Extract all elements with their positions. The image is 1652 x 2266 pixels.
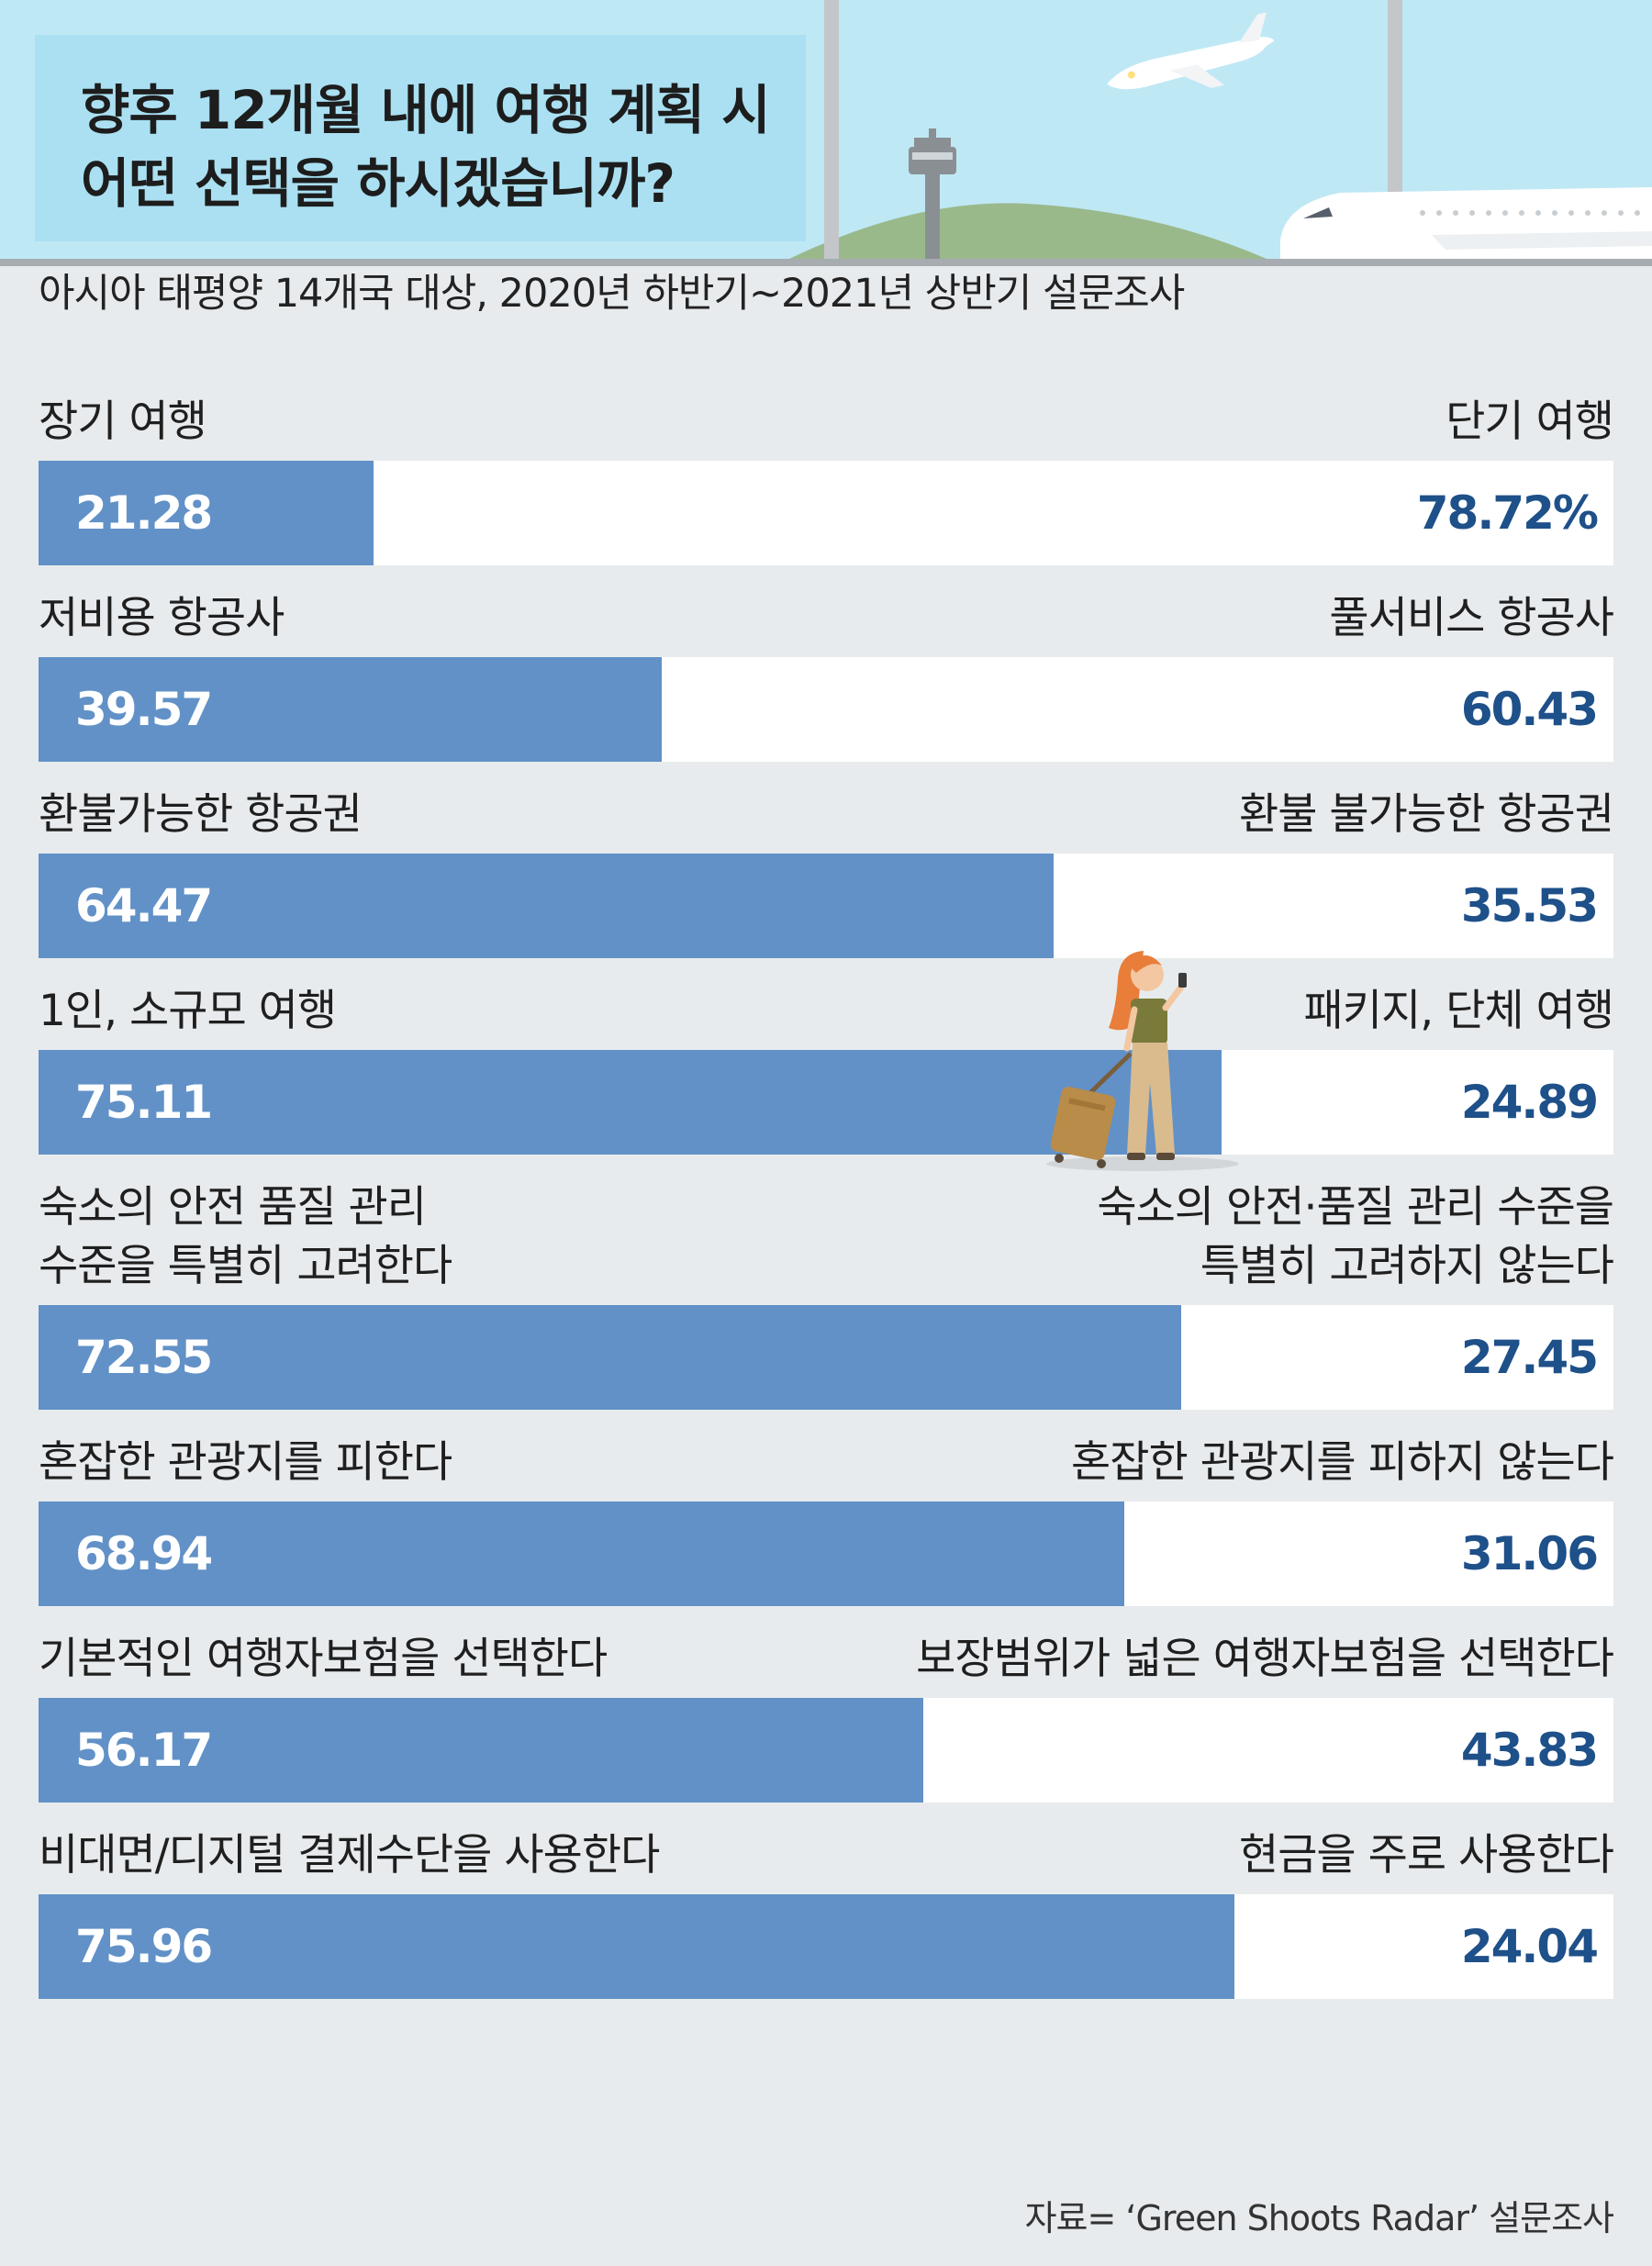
hill-shape	[789, 203, 1267, 259]
chart-subtitle: 아시아 태평양 14개국 대상, 2020년 하반기~2021년 상반기 설문조…	[39, 271, 1185, 317]
right-value-label: 78.72%	[1416, 486, 1599, 540]
left-category-label-line: 1인, 소규모 여행	[39, 986, 337, 1036]
right-value-label: 60.43	[1460, 683, 1599, 736]
left-value-label: 68.94	[75, 1527, 213, 1580]
window-mullion	[824, 0, 839, 259]
title-box: 향후 12개월 내에 여행 계획 시 어떤 선택을 하시겠습니까?	[35, 35, 806, 241]
left-category-label-line: 장기 여행	[39, 396, 207, 447]
title-line-2: 어떤 선택을 하시겠습니까?	[81, 152, 675, 215]
right-category-label: 단기 여행	[1446, 393, 1614, 452]
bar-track: 39.57 60.43	[39, 657, 1613, 762]
right-category-label-line: 혼잡한 관광지를 피하지 않는다	[1071, 1437, 1614, 1488]
left-category-label-line: 숙소의 안전 품질 관리	[39, 1182, 427, 1233]
header-illustration: 향후 12개월 내에 여행 계획 시 어떤 선택을 하시겠습니까?	[0, 0, 1652, 259]
right-category-label-line: 단기 여행	[1446, 396, 1614, 447]
control-tower-icon	[909, 128, 956, 259]
right-category-label-line: 패키지, 단체 여행	[1303, 986, 1614, 1036]
bar-track: 68.94 31.06	[39, 1501, 1613, 1606]
left-category-label: 저비용 항공사	[39, 589, 285, 648]
left-category-label: 혼잡한 관광지를 피한다	[39, 1434, 452, 1492]
right-value-label: 24.89	[1460, 1076, 1599, 1129]
left-category-label: 장기 여행	[39, 393, 207, 452]
bar-track: 72.55 27.45	[39, 1305, 1613, 1410]
left-category-label: 1인, 소규모 여행	[39, 982, 337, 1041]
left-value-label: 39.57	[75, 683, 213, 736]
right-category-label: 패키지, 단체 여행	[1304, 982, 1614, 1041]
bar-left-segment	[39, 461, 374, 565]
left-category-label-line: 환불가능한 항공권	[39, 789, 363, 840]
left-value-label: 56.17	[75, 1724, 213, 1777]
left-category-label-line: 기본적인 여행자보험을 선택한다	[39, 1634, 608, 1684]
bar-left-segment	[39, 1698, 923, 1803]
title-line-1: 향후 12개월 내에 여행 계획 시	[81, 79, 771, 141]
bar-track: 64.47 35.53	[39, 854, 1613, 958]
right-category-label-line: 보장범위가 넓은 여행자보험을 선택한다	[916, 1634, 1614, 1684]
bar-left-segment	[39, 1501, 1124, 1606]
left-value-label: 64.47	[75, 879, 213, 932]
right-category-label: 환불 불가능한 항공권	[1238, 786, 1614, 844]
left-value-label: 75.11	[75, 1076, 213, 1129]
right-category-label: 현금을 주로 사용한다	[1238, 1826, 1614, 1885]
right-category-label-line: 풀서비스 항공사	[1329, 593, 1614, 643]
bar-track: 56.17 43.83	[39, 1698, 1613, 1803]
right-value-label: 43.83	[1460, 1724, 1599, 1777]
bar-left-segment	[39, 1050, 1222, 1155]
right-value-label: 35.53	[1460, 879, 1599, 932]
right-category-label: 혼잡한 관광지를 피하지 않는다	[1071, 1434, 1614, 1492]
bar-left-segment	[39, 854, 1055, 958]
right-value-label: 27.45	[1460, 1331, 1599, 1384]
right-category-label-line: 특별히 고려하지 않는다	[1200, 1241, 1614, 1291]
bar-track: 75.96 24.04	[39, 1894, 1613, 1999]
left-category-label-line: 비대면/디지털 결제수단을 사용한다	[39, 1830, 660, 1881]
flying-airplane-icon	[1107, 12, 1275, 90]
right-category-label-line: 숙소의 안전·품질 관리 수준을	[1097, 1182, 1614, 1233]
right-value-label: 24.04	[1460, 1920, 1599, 1973]
left-category-label: 비대면/디지털 결제수단을 사용한다	[39, 1826, 660, 1885]
right-category-label-line: 환불 불가능한 항공권	[1238, 789, 1614, 840]
left-category-label-line: 저비용 항공사	[39, 593, 285, 643]
parked-airplane-icon	[1280, 187, 1652, 259]
bar-track: 75.11 24.89	[39, 1050, 1613, 1155]
right-category-label-line: 현금을 주로 사용한다	[1238, 1830, 1614, 1881]
left-category-label-line: 수준을 특별히 고려한다	[39, 1241, 452, 1291]
left-category-label: 환불가능한 항공권	[39, 786, 363, 844]
left-category-label-line: 혼잡한 관광지를 피한다	[39, 1437, 452, 1488]
right-category-label: 보장범위가 넓은 여행자보험을 선택한다	[916, 1630, 1614, 1689]
source-note: 자료= ‘Green Shoots Radar’ 설문조사	[1024, 2198, 1614, 2238]
left-value-label: 75.96	[75, 1920, 213, 1973]
left-value-label: 72.55	[75, 1331, 213, 1384]
right-value-label: 31.06	[1460, 1527, 1599, 1580]
right-category-label: 풀서비스 항공사	[1329, 589, 1614, 648]
bar-left-segment	[39, 1894, 1235, 1999]
left-value-label: 21.28	[75, 486, 213, 540]
left-category-label: 기본적인 여행자보험을 선택한다	[39, 1630, 608, 1689]
traveler-with-suitcase-icon	[1046, 951, 1239, 1171]
bar-left-segment	[39, 1305, 1181, 1410]
header-divider	[0, 259, 1652, 266]
bar-track: 21.28 78.72%	[39, 461, 1613, 565]
bar-left-segment	[39, 657, 663, 762]
